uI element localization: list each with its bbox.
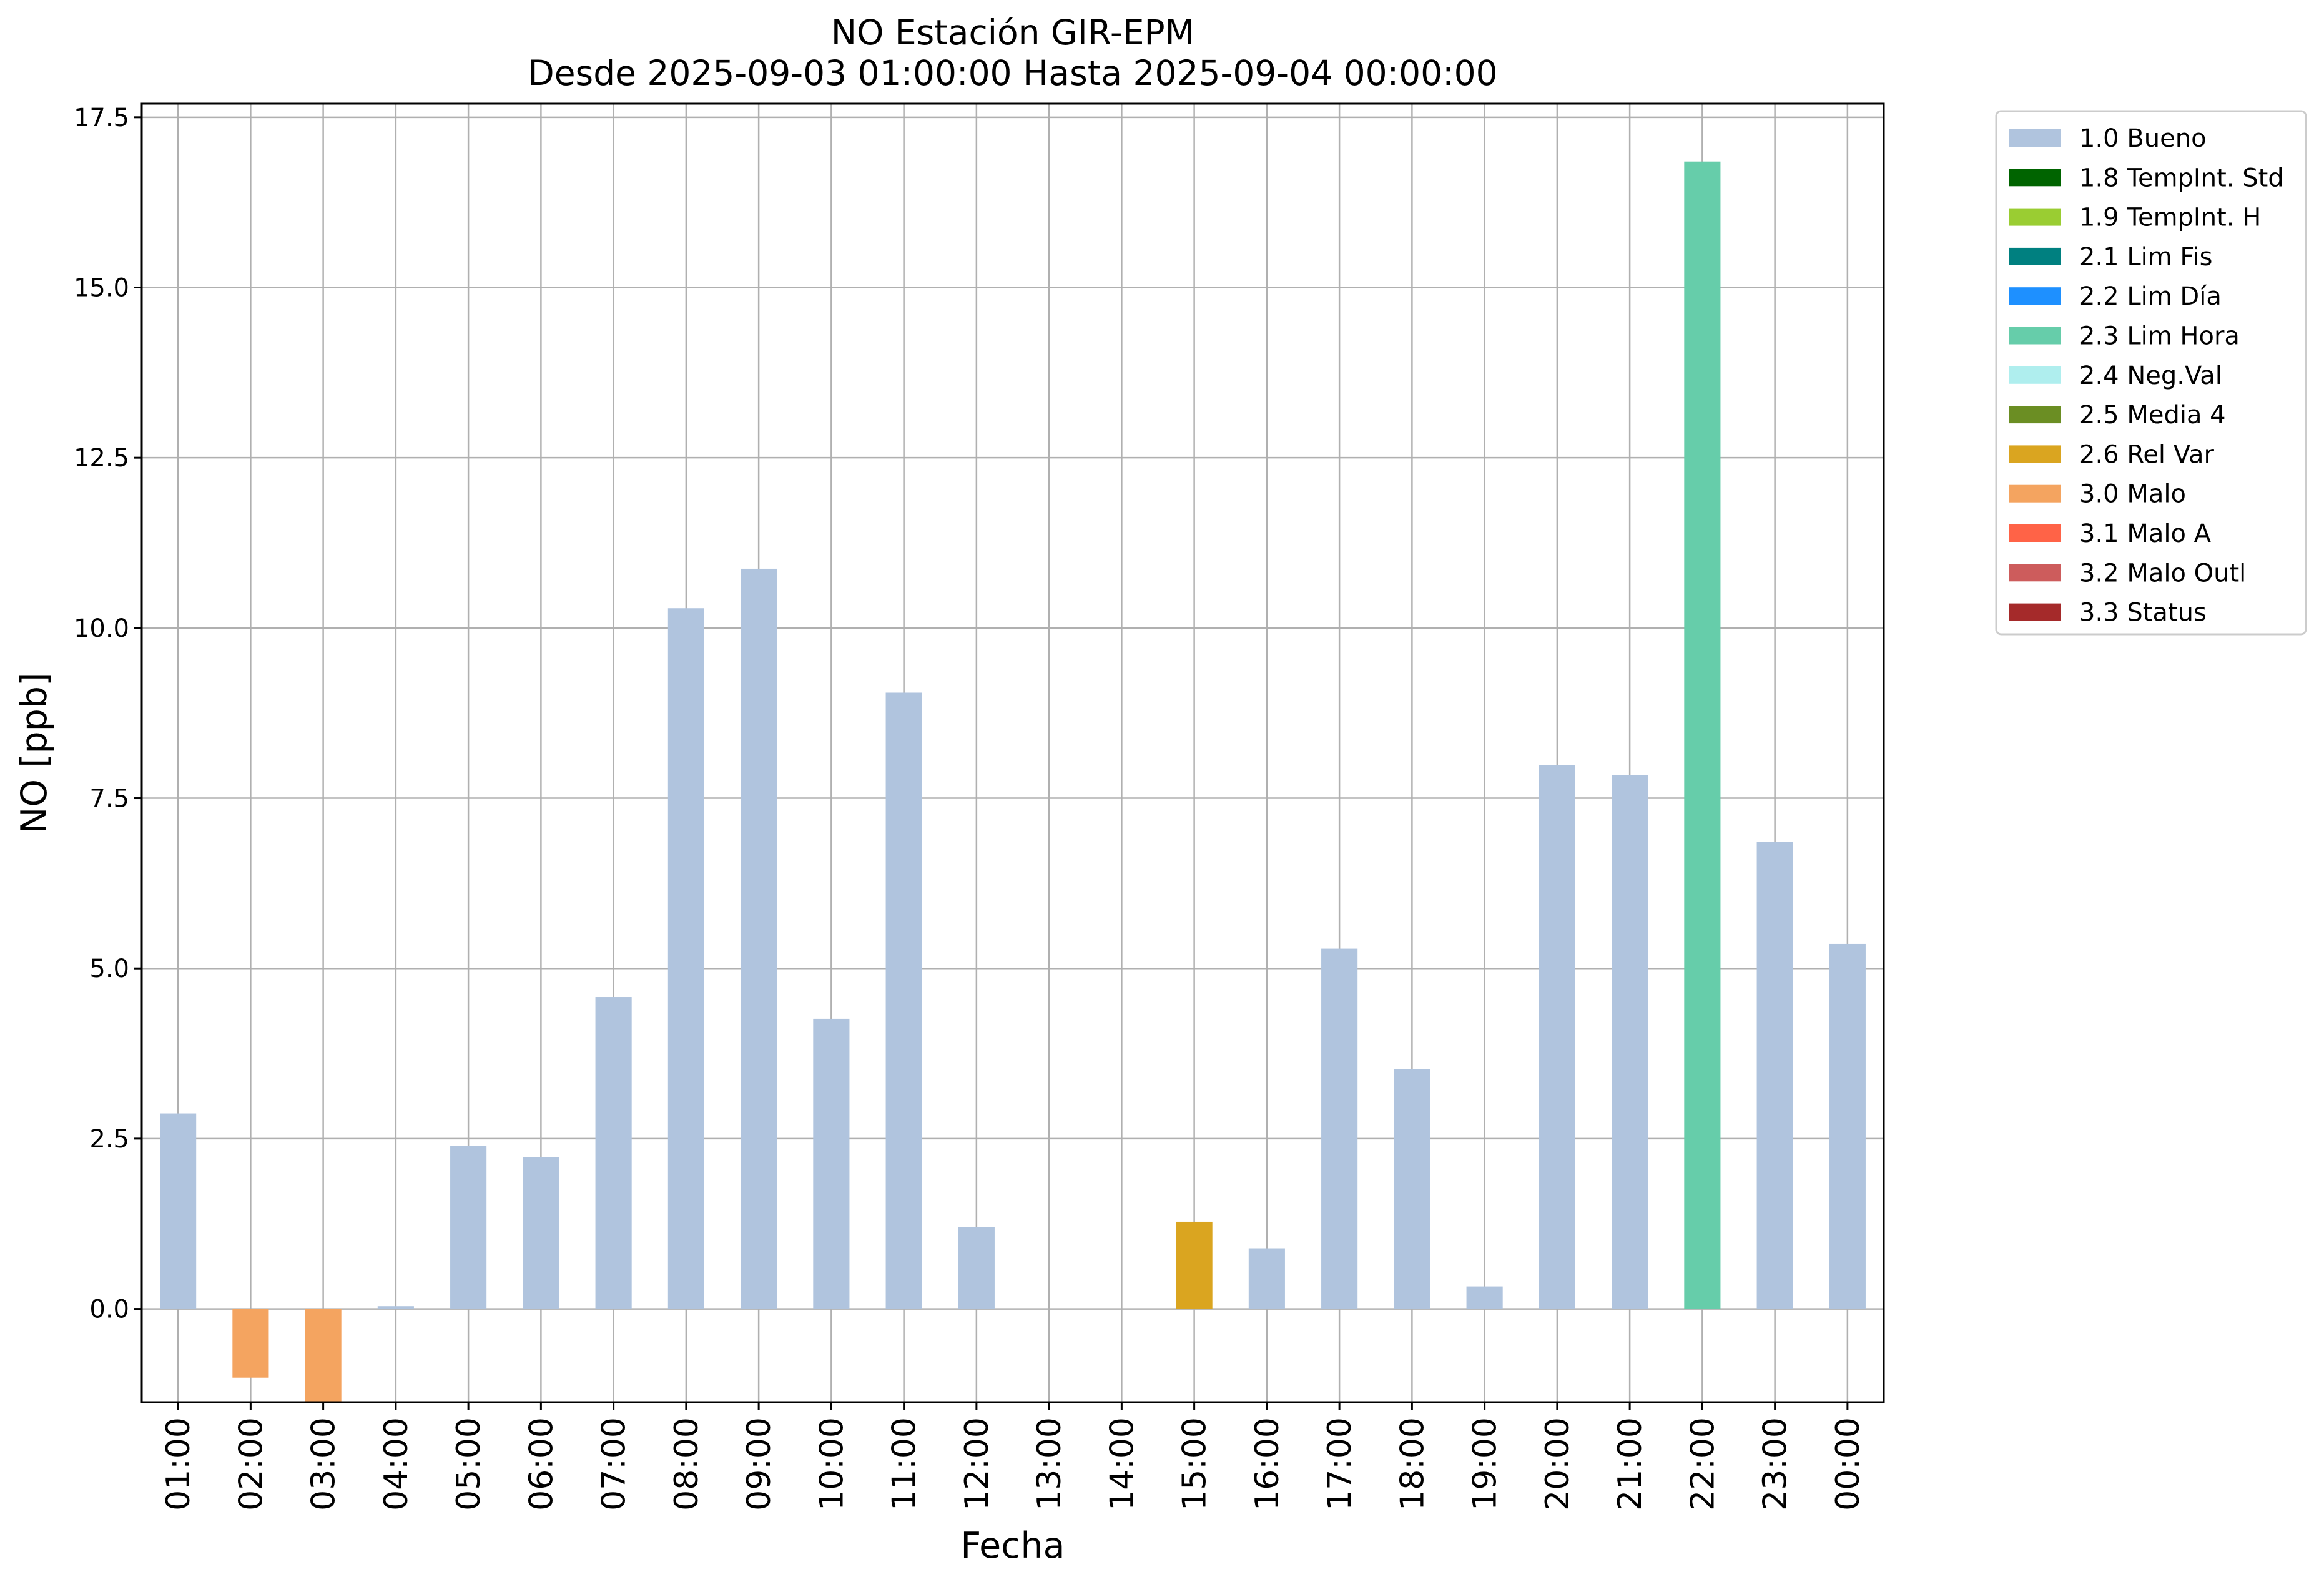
bar-23:00 [1756,842,1793,1309]
bar-04:00 [377,1306,414,1309]
x-tick-label: 18:00 [1394,1417,1431,1511]
bar-19:00 [1466,1286,1503,1309]
x-tick-label: 12:00 [958,1417,996,1511]
legend-swatch [2009,406,2061,424]
y-tick-label: 5.0 [89,955,129,983]
legend-label: 2.6 Rel Var [2079,440,2215,469]
y-tick-label: 7.5 [89,785,129,813]
y-tick-label: 17.5 [74,104,129,132]
bar-12:00 [958,1227,995,1309]
legend-label: 1.8 TempInt. Std [2079,164,2284,192]
x-tick-label: 07:00 [596,1417,633,1511]
x-tick-label: 17:00 [1321,1417,1359,1511]
x-tick-label: 08:00 [668,1417,706,1511]
bar-15:00 [1176,1221,1213,1309]
chart-subtitle: Desde 2025-09-03 01:00:00 Hasta 2025-09-… [528,53,1497,93]
legend-swatch [2009,129,2061,147]
legend: 1.0 Bueno 1.8 TempInt. Std 1.9 TempInt. H 2… [1995,110,2307,636]
legend-swatch [2009,247,2061,265]
x-axis-label: Fecha [960,1525,1065,1566]
legend-swatch [2009,169,2061,187]
bars [160,161,1866,1402]
x-tick-label: 04:00 [378,1417,415,1511]
x-tick-label: 19:00 [1467,1417,1504,1511]
legend-label: 1.0 Bueno [2079,124,2207,153]
bar-05:00 [450,1146,487,1309]
bar-18:00 [1394,1069,1430,1309]
legend-label: 2.1 Lim Fis [2079,243,2212,272]
x-tick-label: 11:00 [886,1417,923,1511]
legend-swatch [2009,287,2061,305]
legend-frame [1995,110,2307,636]
bar-06:00 [523,1157,559,1309]
x-tick-label: 21:00 [1612,1417,1649,1511]
x-tick-label: 10:00 [813,1417,850,1511]
x-tick-label: 03:00 [305,1417,343,1511]
bar-09:00 [741,568,777,1309]
bar-11:00 [885,692,922,1309]
bar-02:00 [232,1309,269,1378]
legend-label: 3.0 Malo [2079,480,2186,509]
bar-07:00 [595,997,632,1309]
y-axis-ticks: 0.0 2.5 5.0 7.5 10.0 12.5 15.0 17.5 [74,104,142,1324]
y-tick-label: 12.5 [74,444,129,473]
legend-swatch [2009,327,2061,345]
x-tick-label: 02:00 [232,1417,270,1511]
bar-01:00 [160,1113,197,1309]
legend-label: 2.5 Media 4 [2079,401,2226,430]
legend-swatch [2009,445,2061,463]
legend-swatch [2009,366,2061,384]
bar-10:00 [813,1018,850,1309]
chart-title: NO Estación GIR-EPM [831,12,1194,52]
x-tick-label: 23:00 [1757,1417,1795,1511]
x-tick-label: 15:00 [1176,1417,1214,1511]
legend-label: 2.3 Lim Hora [2079,322,2240,351]
x-tick-label: 05:00 [450,1417,488,1511]
legend-swatch [2009,603,2061,621]
legend-label: 3.1 Malo A [2079,519,2212,548]
x-tick-label: 00:00 [1829,1417,1867,1511]
bar-20:00 [1539,765,1575,1309]
legend-label: 1.9 TempInt. H [2079,204,2261,232]
x-tick-label: 01:00 [160,1417,197,1511]
x-tick-label: 22:00 [1684,1417,1721,1511]
x-tick-label: 06:00 [523,1417,560,1511]
y-tick-label: 15.0 [74,273,129,302]
legend-label: 3.2 Malo Outl [2079,559,2246,587]
x-tick-label: 16:00 [1249,1417,1286,1511]
x-tick-label: 13:00 [1031,1417,1068,1511]
y-tick-label: 2.5 [89,1125,129,1154]
y-tick-label: 10.0 [74,614,129,643]
x-axis-ticks: 01:00 02:00 03:00 04:00 05:00 06:00 07:00 08:00… [160,1402,1867,1511]
legend-label: 2.2 Lim Día [2079,282,2222,311]
x-tick-label: 09:00 [741,1417,778,1511]
plot-frame [140,102,1885,1403]
y-axis-label: NO [ppb] [14,672,55,834]
bar-21:00 [1612,775,1648,1309]
y-tick-label: 0.0 [89,1295,129,1324]
bar-16:00 [1248,1248,1285,1309]
bar-00:00 [1829,943,1866,1309]
bar-03:00 [305,1309,342,1402]
bar-22:00 [1684,161,1721,1309]
bar-17:00 [1321,948,1358,1309]
x-tick-label: 14:00 [1103,1417,1141,1511]
legend-label: 2.4 Neg.Val [2079,361,2222,390]
legend-label: 3.3 Status [2079,599,2207,627]
x-tick-label: 20:00 [1539,1417,1577,1511]
legend-swatch [2009,524,2061,542]
legend-swatch [2009,484,2061,503]
legend-swatch [2009,208,2061,226]
bar-08:00 [667,608,704,1309]
legend-swatch [2009,564,2061,582]
